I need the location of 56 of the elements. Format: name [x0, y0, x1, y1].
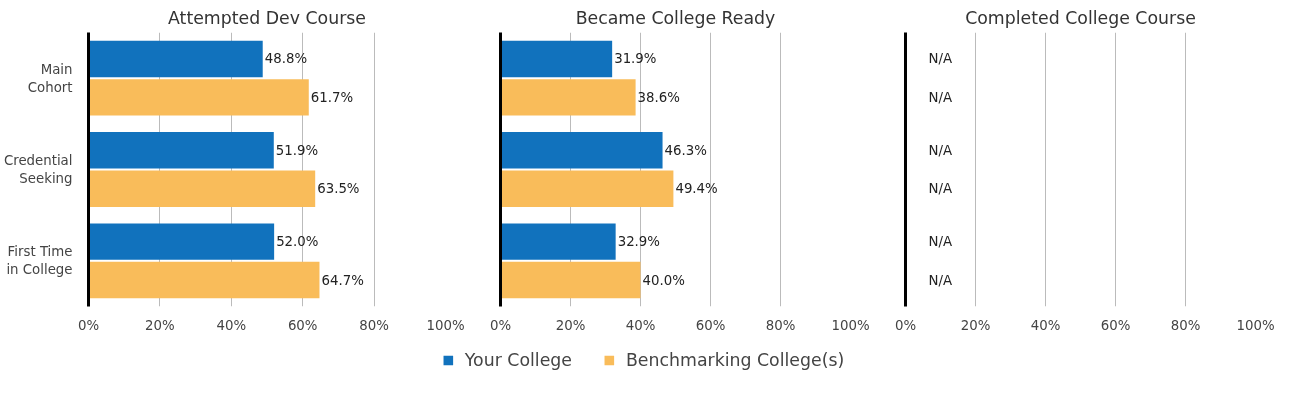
data-label: 61.7% — [310, 89, 354, 105]
x-tick-label: 0% — [489, 317, 512, 333]
bar — [500, 79, 636, 116]
x-tick-label: 60% — [1100, 317, 1131, 333]
x-tick-label: 40% — [1030, 317, 1061, 333]
chart-title: Became College Ready — [575, 7, 776, 28]
bar — [500, 261, 641, 299]
data-label: 46.3% — [664, 142, 707, 158]
x-tick-label: 0% — [77, 317, 100, 333]
text: N/A — [928, 181, 953, 197]
y-tick-label: First Time in College — [6, 244, 73, 278]
bar — [88, 170, 316, 207]
data-label: 51.9% — [275, 142, 319, 158]
bar — [500, 170, 674, 207]
legend-label: Your College — [464, 350, 572, 370]
bar — [88, 132, 274, 169]
data-label: 38.6% — [637, 89, 680, 105]
y-tick-label: Credential Seeking — [3, 153, 73, 186]
x-tick-label: 40% — [216, 317, 247, 333]
text: N/A — [928, 272, 953, 288]
x-tick-label: 40% — [625, 317, 656, 333]
x-tick-label: 20% — [145, 317, 175, 333]
bar — [88, 79, 309, 116]
bar — [88, 40, 263, 78]
x-tick-label: 100% — [831, 317, 870, 333]
data-label: 32.9% — [617, 234, 660, 250]
x-tick-label: 100% — [426, 317, 465, 333]
bar — [500, 132, 663, 169]
x-tick-label: 80% — [765, 317, 796, 333]
bar — [500, 40, 613, 78]
data-label: 40.0% — [642, 272, 685, 288]
data-label: 63.5% — [317, 181, 360, 197]
chart-title: Attempted Dev Course — [168, 7, 366, 28]
x-tick-label: 20% — [960, 317, 991, 333]
data-label: 31.9% — [614, 51, 657, 67]
data-label: 48.8% — [264, 51, 308, 67]
y-tick-label: Main Cohort — [27, 61, 73, 95]
data-label: 52.0% — [276, 234, 319, 250]
text: N/A — [928, 51, 953, 67]
text: N/A — [928, 142, 953, 158]
text: N/A — [928, 234, 953, 250]
x-tick-label: 20% — [555, 317, 586, 333]
chart-title: Completed College Course — [965, 7, 1196, 28]
data-label: 49.4% — [675, 181, 718, 197]
x-tick-label: 80% — [359, 317, 389, 333]
x-tick-label: 0% — [894, 317, 917, 333]
x-tick-label: 80% — [1170, 317, 1201, 333]
bar — [88, 223, 275, 260]
bar — [500, 223, 616, 260]
data-label: 64.7% — [321, 272, 364, 288]
x-tick-label: 60% — [287, 317, 318, 333]
text: N/A — [928, 89, 953, 105]
legend-label: Benchmarking College(s) — [625, 350, 845, 370]
bar — [88, 261, 320, 299]
x-tick-label: 100% — [1236, 317, 1275, 333]
x-tick-label: 60% — [695, 317, 726, 333]
